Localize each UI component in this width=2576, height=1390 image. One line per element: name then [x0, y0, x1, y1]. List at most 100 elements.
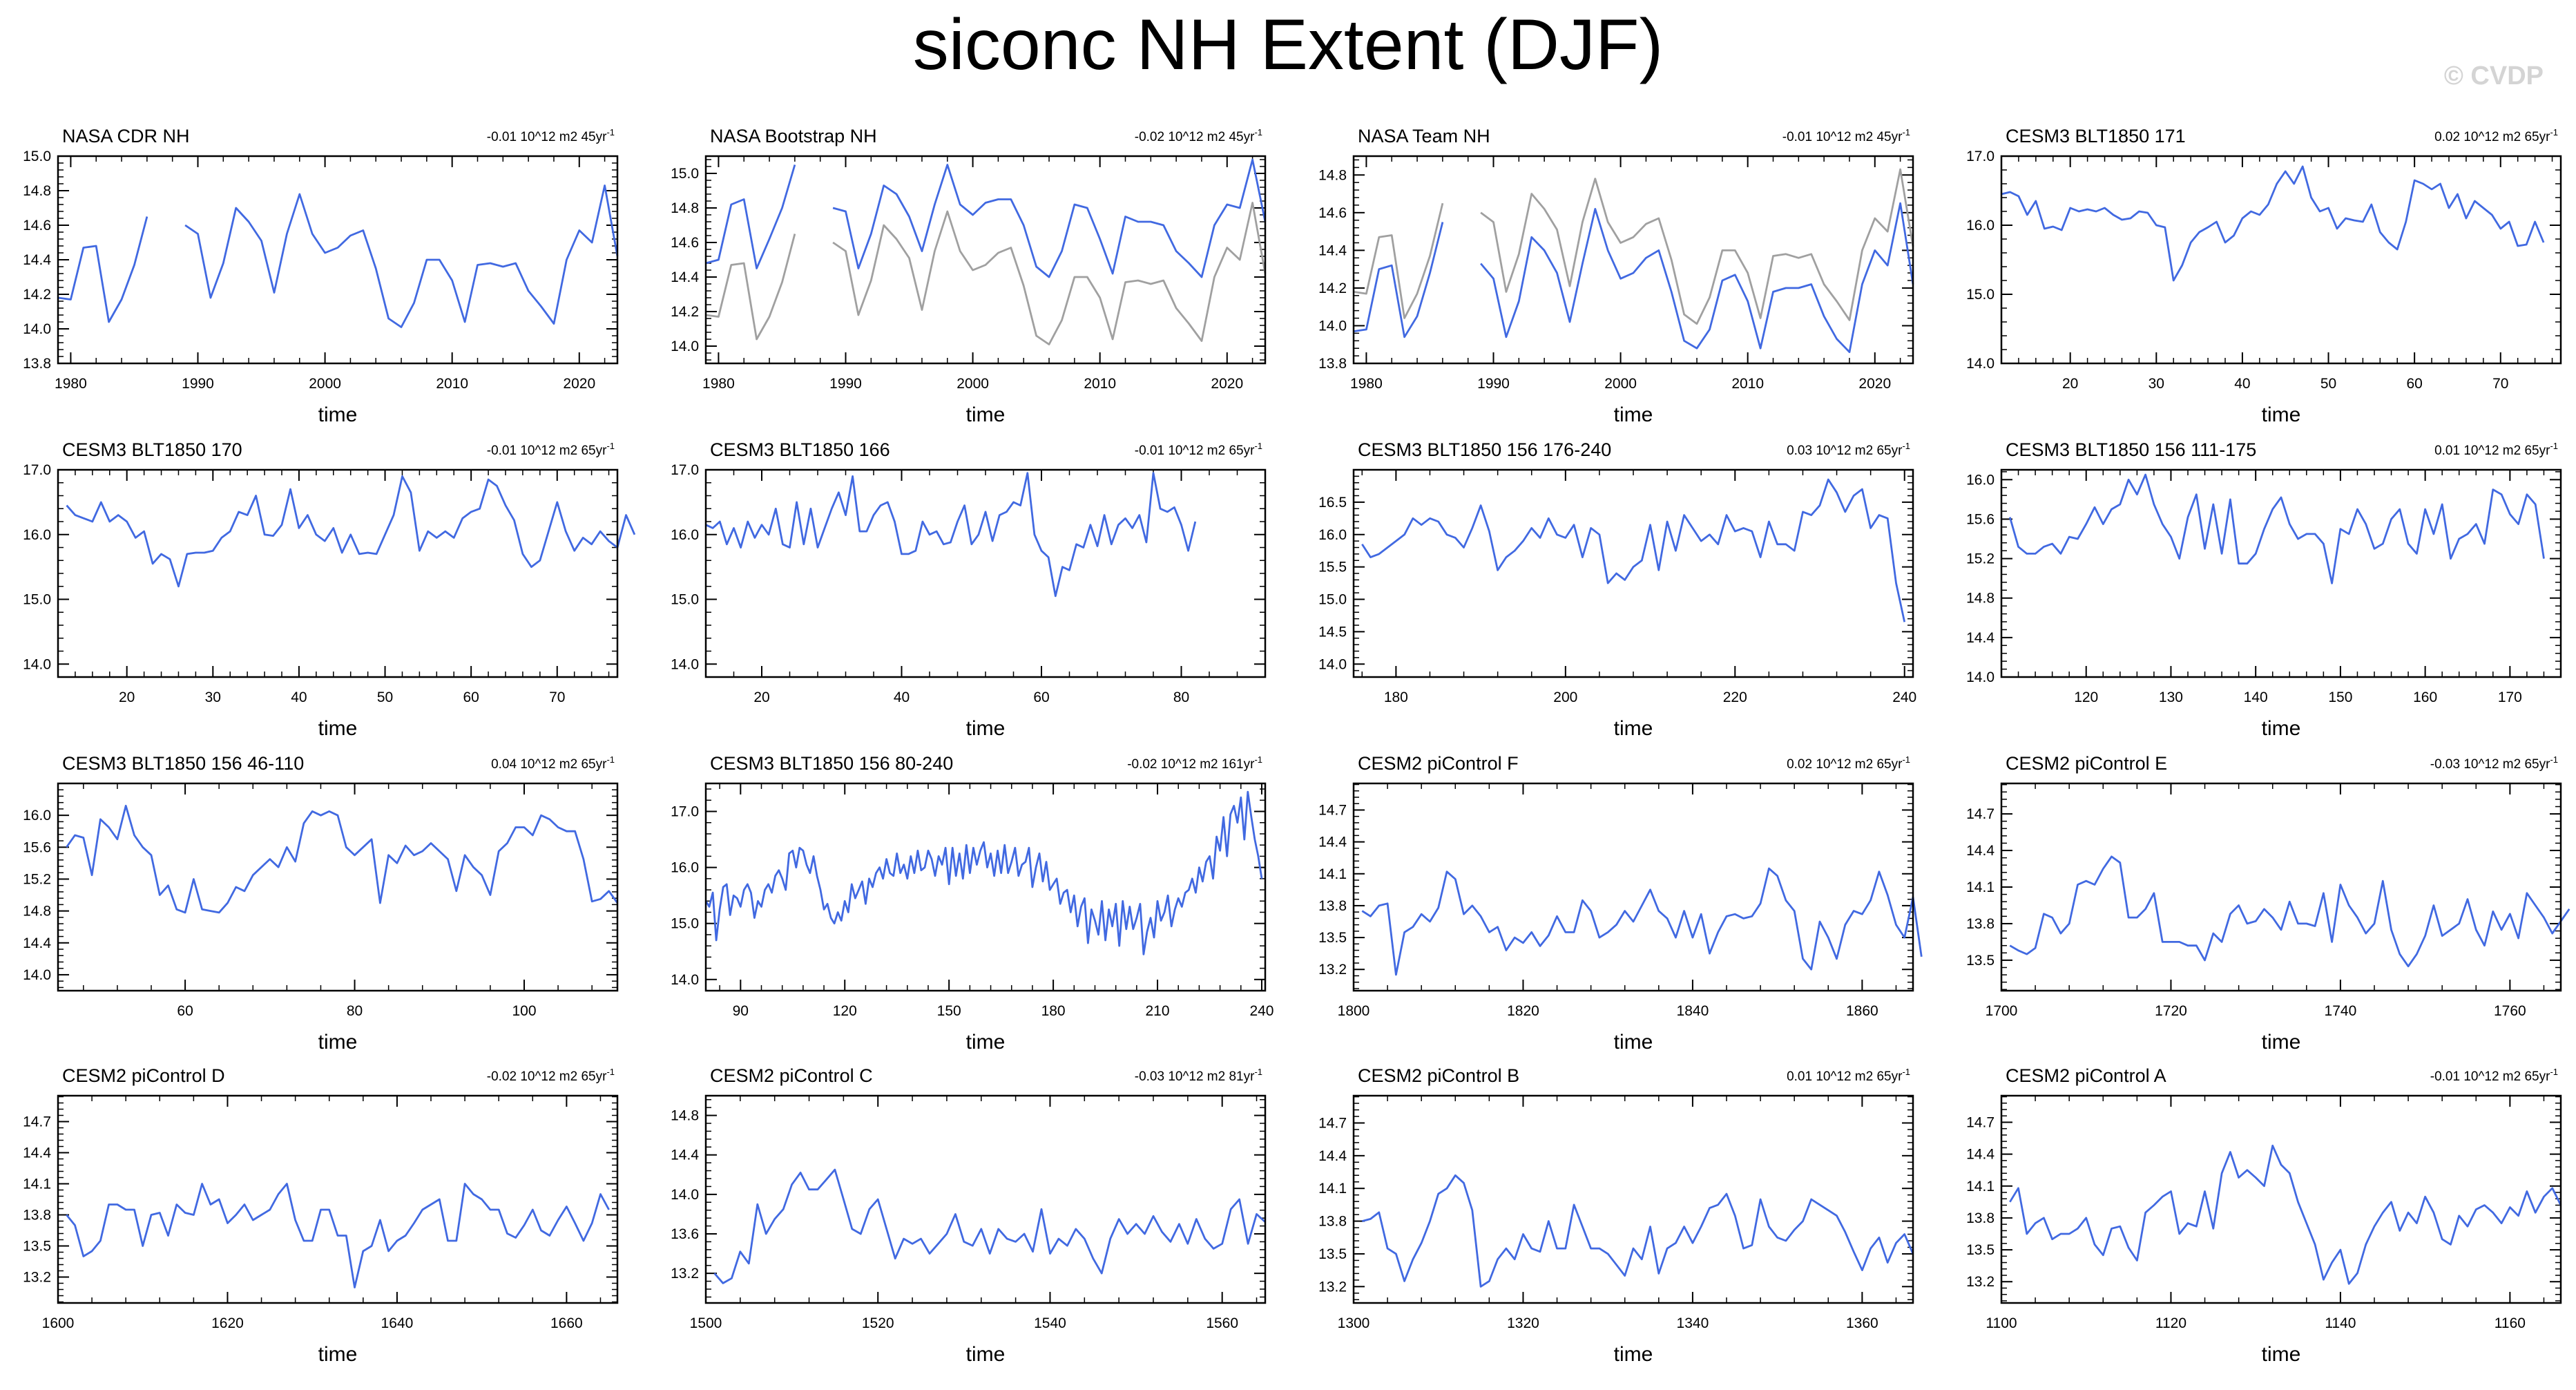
- panel-grid: NASA CDR NH -0.01 10^12 m2 45yr-113.814.0…: [23, 126, 2570, 1366]
- panel-10: CESM3 BLT1850 156 80-240 -0.02 10^12 m2 1…: [671, 753, 1273, 1054]
- x-tick-label: 1980: [1350, 376, 1383, 392]
- y-tick-label: 14.7: [1966, 806, 1995, 822]
- x-tick-label: 60: [177, 1003, 193, 1019]
- panel-13: CESM2 piControl D -0.02 10^12 m2 65yr-1 13…: [23, 1065, 619, 1366]
- watermark: © CVDP: [2444, 61, 2544, 91]
- x-tick-label: 30: [205, 689, 221, 705]
- x-tick-label: 1520: [862, 1315, 894, 1331]
- minor-ticks: [1353, 783, 1913, 991]
- trend-text: -0.01 10^12 m2 65yr-1: [2430, 1067, 2558, 1084]
- y-tick-label: 13.8: [23, 1208, 51, 1224]
- panel-title: CESM2 piControl B: [1358, 1065, 1519, 1086]
- y-tick-label: 15.2: [1966, 551, 1995, 567]
- x-axis-label: time: [318, 1031, 358, 1054]
- x-tick-label: 2020: [1211, 376, 1243, 392]
- trend-superscript: -1: [1254, 754, 1262, 765]
- y-tick-label: 14.8: [23, 183, 51, 199]
- panel-7: CESM3 BLT1850 156 176-240 0.03 10^12 m2 6…: [1318, 439, 1916, 740]
- minor-ticks: [2001, 470, 2561, 678]
- x-tick-label: 60: [2406, 376, 2422, 392]
- trend-text: 0.04 10^12 m2 65yr-1: [491, 754, 615, 772]
- y-tick-label: 14.6: [671, 235, 699, 251]
- y-tick-label: 14.2: [23, 287, 51, 303]
- y-tick-label: 17.0: [1966, 149, 1995, 164]
- panel-12: CESM2 piControl E -0.03 10^12 m2 65yr-1 13…: [1966, 753, 2570, 1054]
- minor-ticks: [57, 469, 617, 678]
- x-tick-label: 1600: [42, 1315, 75, 1331]
- trend-value: -0.01 10^12 m2 45yr: [487, 130, 607, 144]
- y-tick-label: 14.1: [1318, 1181, 1347, 1197]
- y-tick-label: 13.8: [1966, 1210, 1995, 1226]
- minor-ticks: [706, 156, 1265, 363]
- series-line-1: [66, 1183, 610, 1288]
- trend-text: 0.01 10^12 m2 65yr-1: [1787, 1067, 1910, 1084]
- y-tick-label: 14.1: [1966, 1179, 1995, 1194]
- panel-title: NASA Bootstrap NH: [710, 126, 877, 146]
- y-tick-label: 17.0: [671, 462, 699, 478]
- x-tick-label: 1120: [2155, 1315, 2186, 1331]
- x-tick-label: 80: [347, 1003, 363, 1019]
- trend-superscript: -1: [606, 1067, 615, 1077]
- trend-text: -0.01 10^12 m2 45yr-1: [487, 127, 615, 144]
- x-tick-label: 80: [1173, 689, 1189, 705]
- plot-frame: [2000, 782, 2562, 992]
- trend-value: 0.03 10^12 m2 65yr: [1787, 444, 1903, 458]
- x-tick-label: 1320: [1507, 1315, 1539, 1331]
- y-tick-label: 14.4: [1966, 1147, 1995, 1163]
- trend-text: -0.01 10^12 m2 45yr-1: [1782, 127, 1910, 144]
- y-tick-label: 13.8: [1318, 356, 1347, 372]
- x-tick-label: 1840: [1677, 1003, 1709, 1019]
- x-tick-label: 240: [1249, 1003, 1273, 1019]
- trend-superscript: -1: [2550, 127, 2558, 137]
- y-tick-label: 14.6: [23, 218, 51, 234]
- x-tick-label: 50: [2320, 376, 2336, 392]
- minor-ticks: [1354, 469, 1913, 678]
- trend-superscript: -1: [606, 754, 615, 765]
- x-tick-label: 1620: [211, 1315, 244, 1331]
- x-tick-label: 60: [463, 689, 479, 705]
- y-tick-label: 14.8: [23, 904, 51, 920]
- y-tick-label: 14.2: [671, 304, 699, 320]
- y-tick-label: 13.5: [1966, 1242, 1995, 1258]
- x-axis-label: time: [318, 403, 358, 426]
- trend-text: 0.01 10^12 m2 65yr-1: [2434, 441, 2558, 458]
- panel-title: CESM3 BLT1850 171: [2006, 126, 2186, 146]
- x-axis-label: time: [2262, 717, 2301, 740]
- y-tick-label: 14.4: [1966, 843, 1995, 859]
- x-tick-label: 20: [753, 689, 769, 705]
- x-tick-label: 240: [1892, 689, 1916, 705]
- panel-title: CESM3 BLT1850 156 46-110: [62, 753, 304, 774]
- x-tick-label: 1660: [550, 1315, 583, 1331]
- y-tick-label: 15.5: [1318, 560, 1347, 575]
- y-tick-label: 14.4: [23, 252, 51, 268]
- y-tick-label: 16.0: [1966, 472, 1995, 488]
- x-tick-label: 120: [2074, 689, 2098, 705]
- panel-title: CESM3 BLT1850 166: [710, 439, 890, 460]
- series-line-1: [1361, 1174, 1914, 1288]
- x-axis-label: time: [2262, 1031, 2301, 1054]
- x-tick-label: 50: [377, 689, 393, 705]
- plot-frame: [2000, 1094, 2562, 1304]
- panel-title: CESM2 piControl F: [1358, 753, 1519, 774]
- panel-6: CESM3 BLT1850 166 -0.01 10^12 m2 65yr-1 14…: [671, 439, 1267, 740]
- series-line-1: [713, 1168, 1266, 1284]
- y-tick-label: 14.1: [23, 1177, 51, 1192]
- plot-frame: [1352, 1094, 1914, 1304]
- minor-ticks: [2001, 783, 2561, 991]
- trend-value: 0.02 10^12 m2 65yr: [1787, 757, 1903, 772]
- y-tick-label: 15.0: [23, 149, 51, 164]
- plot-frame: [704, 468, 1267, 678]
- panel-11: CESM2 piControl F 0.02 10^12 m2 65yr-1 13.…: [1318, 753, 1923, 1054]
- x-tick-label: 30: [2149, 376, 2164, 392]
- y-tick-label: 14.2: [1318, 280, 1347, 296]
- y-tick-label: 16.0: [1966, 218, 1995, 234]
- panel-title: NASA CDR NH: [62, 126, 190, 146]
- panel-16: CESM2 piControl A -0.01 10^12 m2 65yr-1 13…: [1966, 1065, 2562, 1366]
- y-tick-label: 13.5: [1318, 1246, 1347, 1262]
- x-tick-label: 1500: [690, 1315, 722, 1331]
- x-tick-label: 180: [1384, 689, 1408, 705]
- y-tick-label: 16.0: [23, 808, 51, 823]
- y-tick-label: 15.2: [23, 871, 51, 887]
- x-tick-label: 1700: [1986, 1003, 2018, 1019]
